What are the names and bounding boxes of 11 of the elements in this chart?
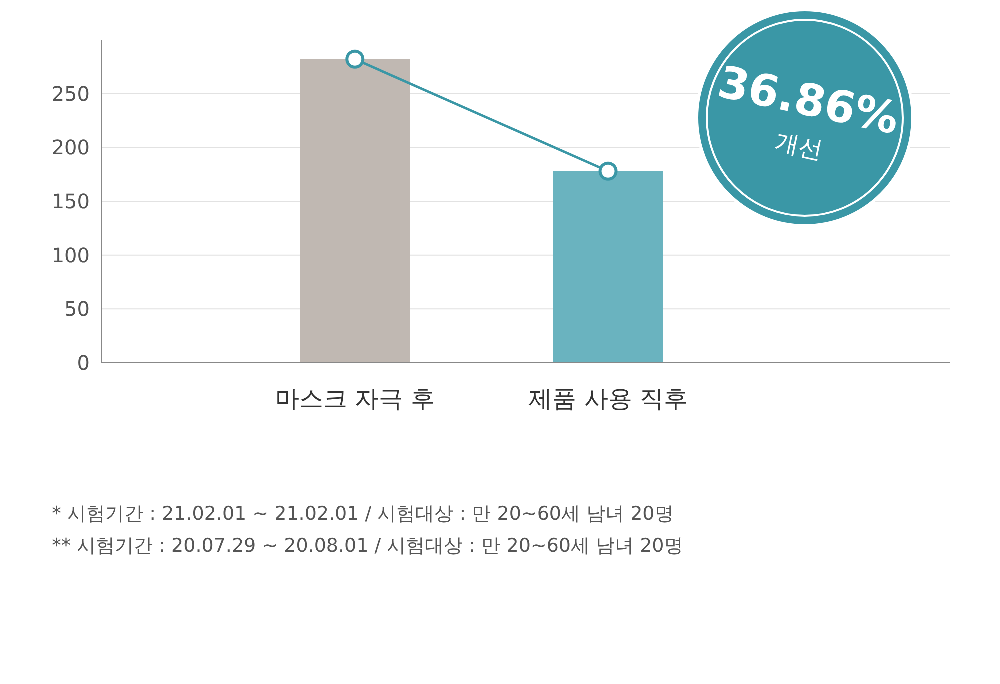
y-tick-label: 250: [52, 82, 90, 106]
text: ** 시험기간 : 20.07.29 ~ 20.08.01 / 시험대상 : 만 20~60세 남녀 20명: [52, 535, 684, 557]
x-tick-label: 제품 사용 직후: [528, 385, 688, 413]
y-tick-label: 0: [77, 351, 90, 375]
y-tick-label: 50: [64, 297, 90, 322]
x-tick-label: 마스크 자극 후: [276, 385, 435, 413]
y-tick-label: 150: [52, 190, 90, 214]
text: * 시험기간 : 21.02.01 ~ 21.02.01 / 시험대상 : 만 20~60세 남녀 20명: [52, 503, 674, 525]
text: 개선: [772, 128, 826, 166]
y-tick-label: 100: [52, 243, 90, 268]
y-tick-label: 200: [52, 136, 90, 160]
